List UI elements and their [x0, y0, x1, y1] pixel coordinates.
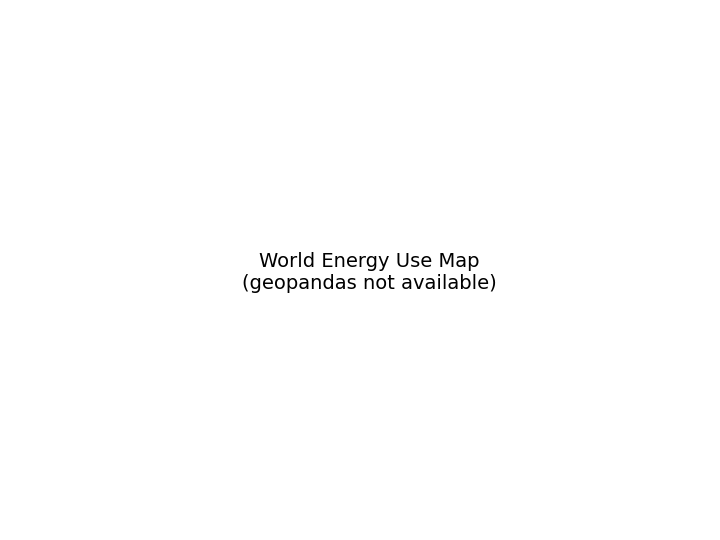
Text: World Energy Use Map
(geopandas not available): World Energy Use Map (geopandas not avai…	[242, 252, 496, 293]
